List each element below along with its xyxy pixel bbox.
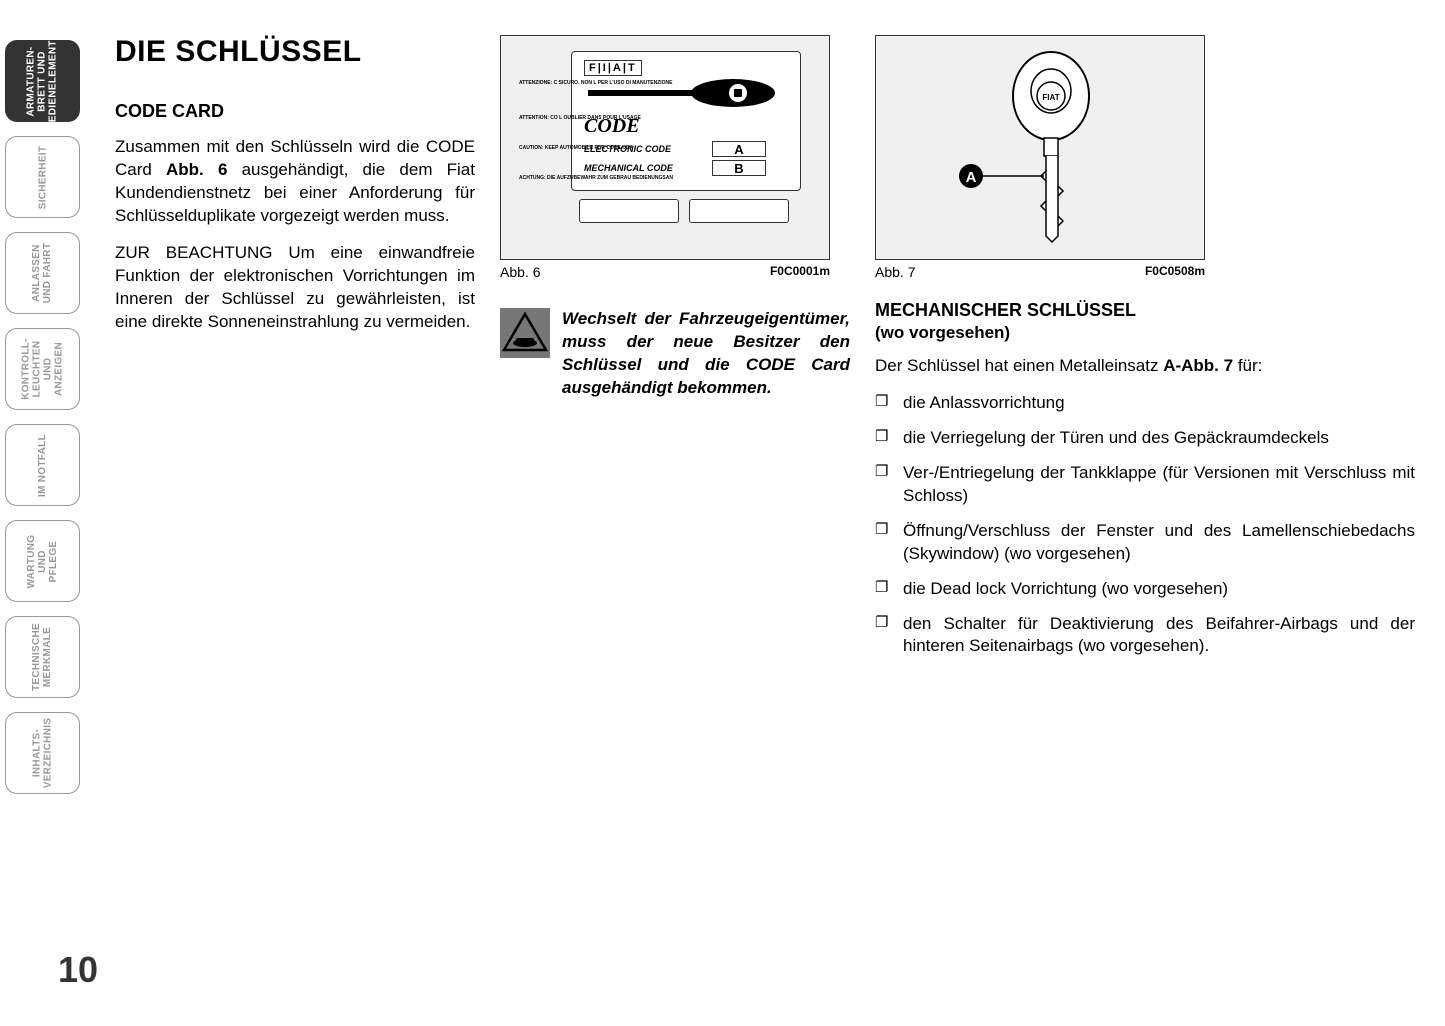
list-item: Ver-/Entriegelung der Tankklappe (für Ve… [875,462,1415,508]
mechanical-code-label: MECHANICAL CODE [584,163,704,173]
sidebar-nav: ARMATUREN- BRETT UND BEDIENELEMENTE SICH… [0,0,85,1026]
tab-label: IM NOTFALL [37,434,48,497]
column-2: F|I|A|T CODE ELECTRONIC CODE A [500,35,850,996]
bold-ref: A-Abb. 7 [1163,356,1233,375]
tab-technische[interactable]: TECHNISCHE MERKMALE [5,616,80,698]
list-item: den Schalter für Deaktivierung des Beifa… [875,613,1415,659]
tab-label: ANLASSEN UND FAHRT [31,243,53,303]
warning-box: Wechselt der Fahrzeugeigentümer, muss de… [500,308,850,400]
tab-wartung[interactable]: WARTUNG UND PFLEGE [5,520,80,602]
svg-text:FIAT: FIAT [1042,93,1059,102]
figure-6-caption: Abb. 6 F0C0001m [500,264,830,280]
figure-code: F0C0508m [1145,264,1205,280]
warning-triangle-icon [500,308,550,358]
tab-sicherheit[interactable]: SICHERHEIT [5,136,80,218]
figure-code: F0C0001m [770,264,830,280]
list-item: die Verriegelung der Türen und des Gepäc… [875,427,1415,450]
section-title-mechanischer: MECHANISCHER SCHLÜSSEL [875,300,1415,321]
column-1: DIE SCHLÜSSEL CODE CARD Zusammen mit den… [115,35,475,996]
text-span: Der Schlüssel hat einen Metalleinsatz [875,356,1163,375]
tab-label: SICHERHEIT [37,145,48,209]
tab-label: ARMATUREN- BRETT UND BEDIENELEMENTE [26,33,59,129]
tab-label: KONTROLL- LEUCHTEN UND ANZEIGEN [21,333,65,406]
bold-ref: Abb. 6 [166,160,227,179]
mechanical-code-value: B [712,160,766,176]
bullet-list: die Anlassvorrichtung die Verriegelung d… [875,392,1415,658]
figure-7-caption: Abb. 7 F0C0508m [875,264,1205,280]
electronic-code-value: A [712,141,766,157]
figure-6: F|I|A|T CODE ELECTRONIC CODE A [500,35,830,260]
tab-notfall[interactable]: IM NOTFALL [5,424,80,506]
paragraph: Zusammen mit den Schlüsseln wird die COD… [115,136,475,228]
paragraph: Der Schlüssel hat einen Metalleinsatz A-… [875,355,1415,378]
figure-label: Abb. 7 [875,264,915,280]
warn-text-1: ATTENZIONE: C SICURO. NON L PER L'USO DI… [519,81,673,87]
column-3: FIAT A Abb. 7 F0C0508m MECHANISCHER SCHL… [875,35,1415,996]
tab-armaturen[interactable]: ARMATUREN- BRETT UND BEDIENELEMENTE [5,40,80,122]
warn-text-4: ACHTUNG: DIE AUFZUBEWAHR ZUM GEBRAU BEDI… [519,176,673,182]
list-item: die Dead lock Vorrichtung (wo vorgesehen… [875,578,1415,601]
fiat-brand: F|I|A|T [584,60,642,76]
tab-label: WARTUNG UND PFLEGE [26,525,59,598]
content-area: DIE SCHLÜSSEL CODE CARD Zusammen mit den… [85,0,1445,1026]
section-subtitle: (wo vorgesehen) [875,323,1415,343]
figure-7: FIAT A [875,35,1205,260]
text-span: für: [1233,356,1262,375]
list-item: die Anlassvorrichtung [875,392,1415,415]
section-title-code-card: CODE CARD [115,101,475,122]
tab-label: INHALTS- VERZEICHNIS [31,718,53,789]
page-number: 10 [58,949,98,991]
paragraph: ZUR BEACHTUNG Um eine einwandfreie Funkt… [115,242,475,334]
key-illustration: FIAT A [876,36,1206,261]
list-item: Öffnung/Verschluss der Fenster und des L… [875,520,1415,566]
page-container: ARMATUREN- BRETT UND BEDIENELEMENTE SICH… [0,0,1445,1026]
page-title: DIE SCHLÜSSEL [115,35,475,69]
tab-inhalts[interactable]: INHALTS- VERZEICHNIS [5,712,80,794]
tab-kontroll[interactable]: KONTROLL- LEUCHTEN UND ANZEIGEN [5,328,80,410]
figure-label: Abb. 6 [500,264,540,280]
svg-text:A: A [966,169,977,186]
warn-text-2: ATTENTION: CO L OUBLIER DANS POUR L'USAG… [519,116,641,122]
warning-text: Wechselt der Fahrzeugeigentümer, muss de… [562,308,850,400]
tab-label: TECHNISCHE MERKMALE [31,623,53,691]
tab-anlassen[interactable]: ANLASSEN UND FAHRT [5,232,80,314]
warn-text-3: CAUTION: KEEP AUTOMOBILE FOR CODE USA [519,146,633,152]
